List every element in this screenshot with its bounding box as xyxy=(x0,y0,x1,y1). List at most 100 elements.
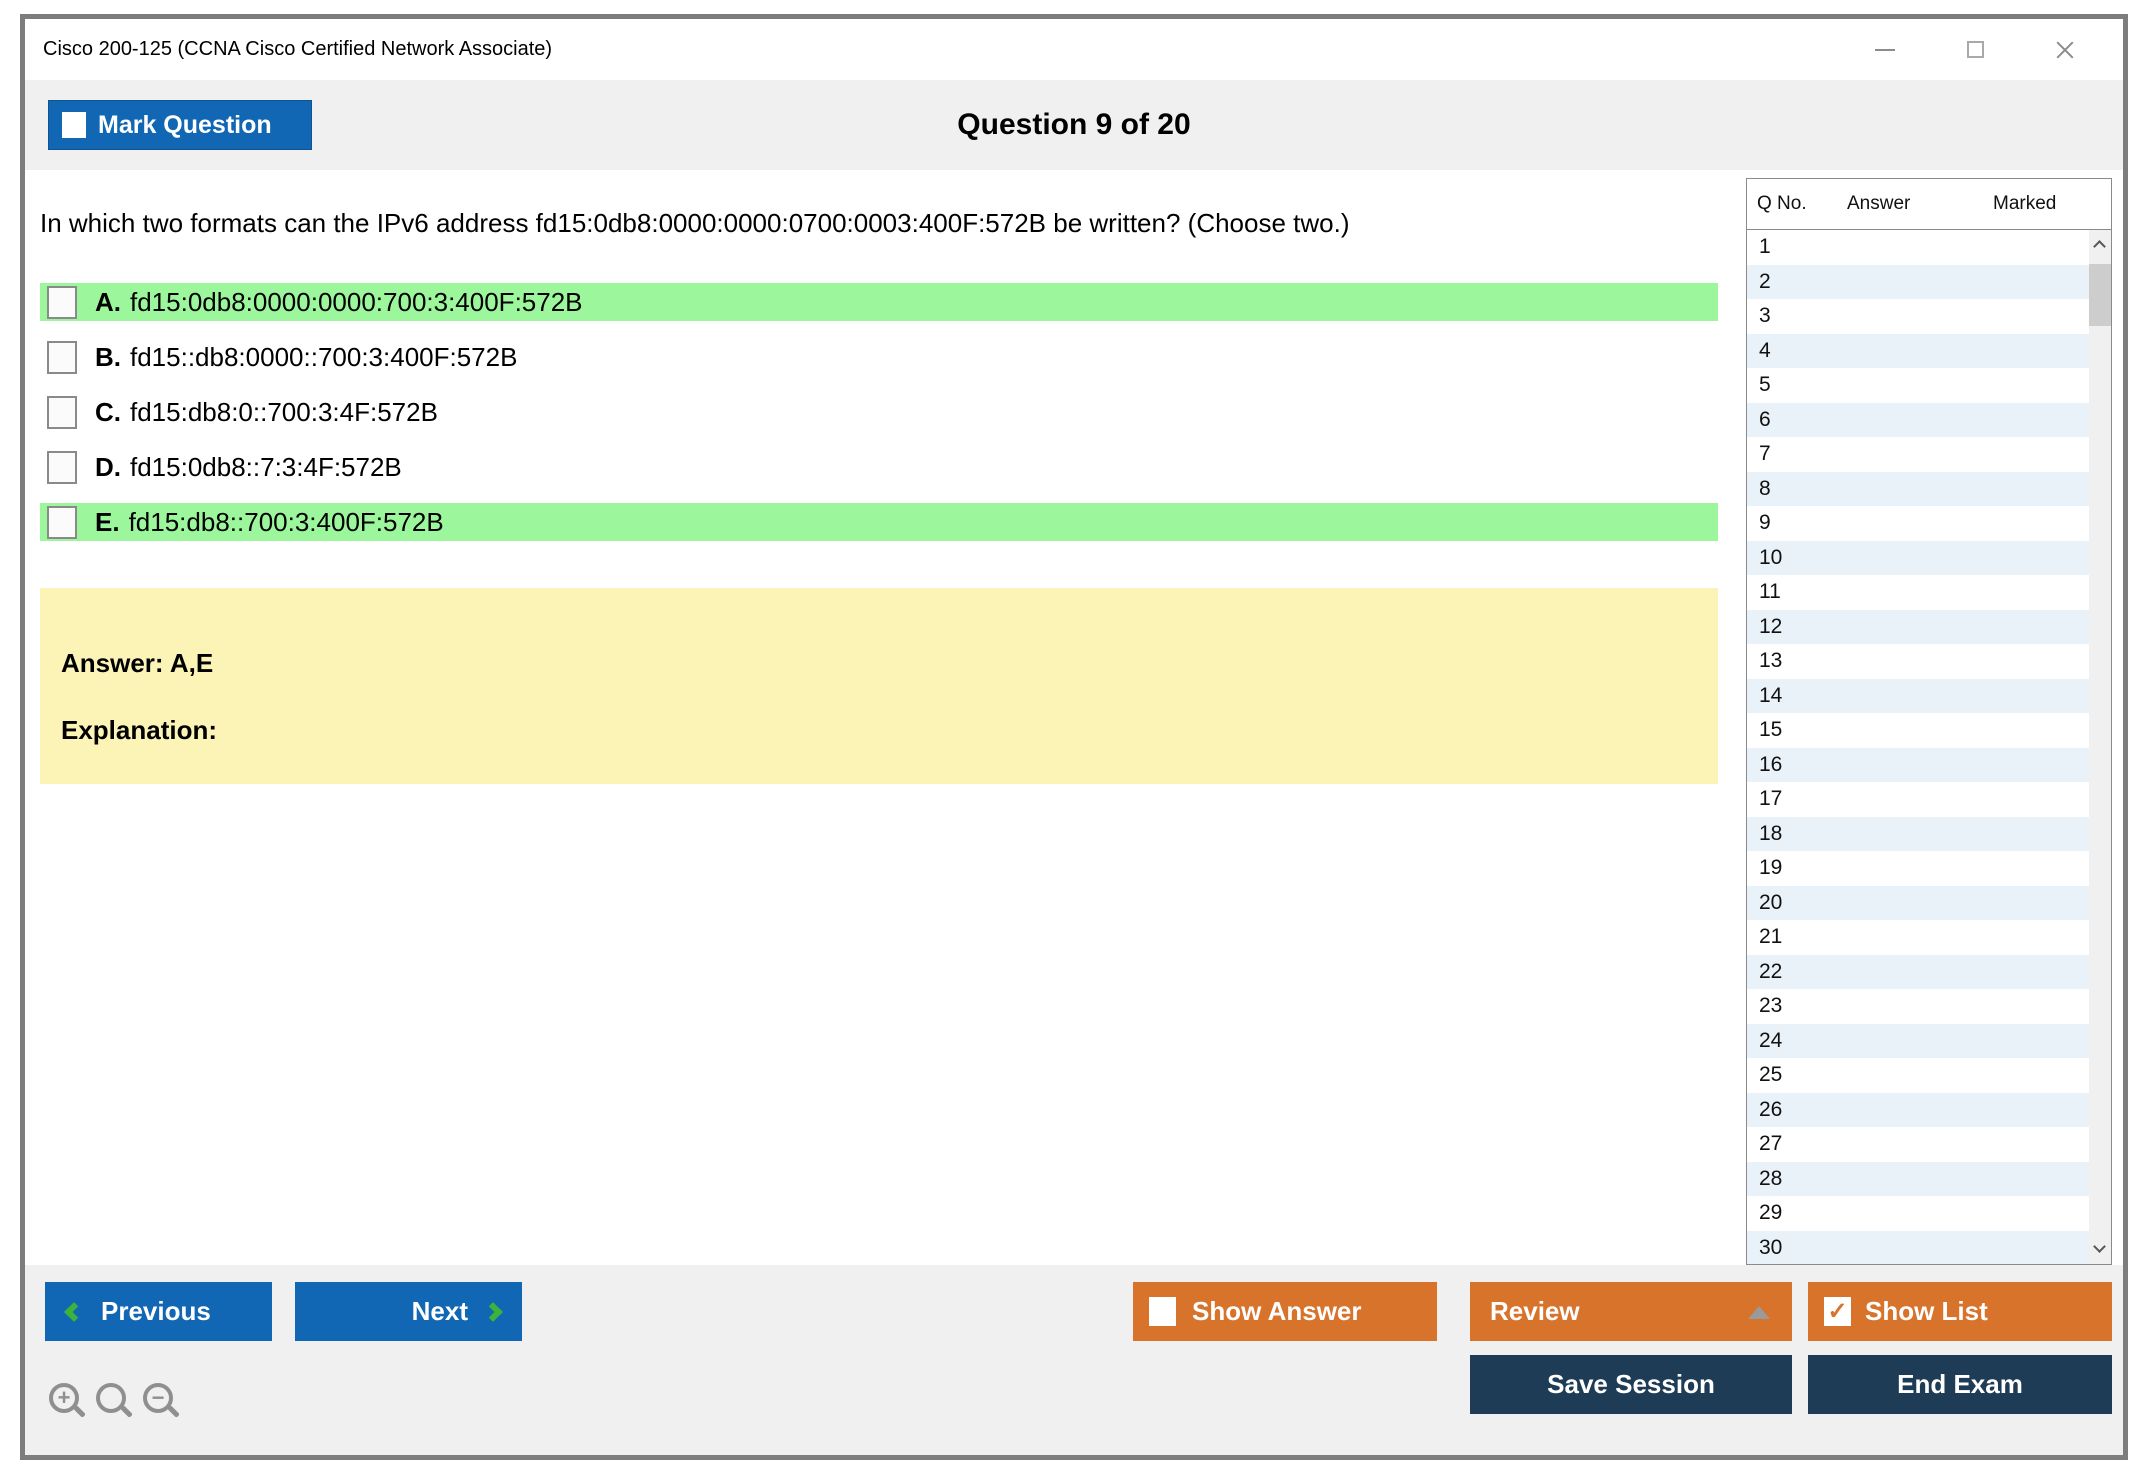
option-row-b[interactable]: B. fd15::db8:0000::700:3:400F:572B xyxy=(40,338,1718,376)
show-answer-button[interactable]: Show Answer xyxy=(1133,1282,1437,1341)
show-list-button[interactable]: ✓ Show List xyxy=(1808,1282,2112,1341)
option-text: fd15:db8:0::700:3:4F:572B xyxy=(130,396,438,427)
option-row-a[interactable]: A. fd15:0db8:0000:0000:700:3:400F:572B xyxy=(40,283,1718,321)
scrollbar-thumb[interactable] xyxy=(2089,264,2111,326)
zoom-tools: + − xyxy=(49,1383,173,1413)
question-list-row[interactable]: 27 xyxy=(1747,1127,2111,1162)
scroll-down-button[interactable] xyxy=(2089,1234,2111,1264)
show-answer-label: Show Answer xyxy=(1192,1296,1362,1326)
maximize-button[interactable] xyxy=(1959,34,1991,66)
end-exam-button[interactable]: End Exam xyxy=(1808,1355,2112,1414)
question-list-row[interactable]: 24 xyxy=(1747,1023,2111,1058)
question-number: 22 xyxy=(1759,959,1783,983)
question-list-row[interactable]: 26 xyxy=(1747,1092,2111,1127)
question-number: 8 xyxy=(1759,476,1771,500)
window-controls xyxy=(1869,34,2123,66)
question-number: 17 xyxy=(1759,787,1783,811)
question-list-row[interactable]: 15 xyxy=(1747,713,2111,748)
show-list-checkbox[interactable]: ✓ xyxy=(1824,1297,1851,1326)
question-number: 19 xyxy=(1759,856,1783,880)
question-number: 26 xyxy=(1759,1097,1783,1121)
question-list-row[interactable]: 10 xyxy=(1747,540,2111,575)
question-list-row[interactable]: 8 xyxy=(1747,471,2111,506)
option-row-d[interactable]: D. fd15:0db8::7:3:4F:572B xyxy=(40,448,1718,486)
minimize-button[interactable] xyxy=(1869,34,1901,66)
question-number: 23 xyxy=(1759,994,1783,1018)
question-list-row[interactable]: 29 xyxy=(1747,1196,2111,1231)
question-list-body: 1 2 3 4 5 6 7 8 9 10 11 12 13 14 15 16 17 18 19 20 21 22 23 24 2… xyxy=(1747,230,2111,1264)
zoom-in-icon[interactable]: + xyxy=(49,1383,79,1413)
question-list-row[interactable]: 13 xyxy=(1747,644,2111,679)
option-row-c[interactable]: C. fd15:db8:0::700:3:4F:572B xyxy=(40,393,1718,431)
chevron-down-icon xyxy=(2093,1240,2106,1253)
question-number: 15 xyxy=(1759,718,1783,742)
option-text: fd15:0db8:0000:0000:700:3:400F:572B xyxy=(130,286,583,317)
column-header-qno: Q No. xyxy=(1757,193,1807,214)
option-a-checkbox[interactable] xyxy=(47,285,77,319)
question-number: 28 xyxy=(1759,1166,1783,1190)
question-list-row[interactable]: 4 xyxy=(1747,333,2111,368)
question-list-row[interactable]: 12 xyxy=(1747,609,2111,644)
question-list-row[interactable]: 14 xyxy=(1747,678,2111,713)
question-list-row[interactable]: 16 xyxy=(1747,747,2111,782)
show-list-label: Show List xyxy=(1865,1296,1988,1326)
question-list-row[interactable]: 7 xyxy=(1747,437,2111,472)
question-list-row[interactable]: 9 xyxy=(1747,506,2111,541)
question-list-header: Q No. Answer Marked xyxy=(1747,179,2111,230)
question-number: 25 xyxy=(1759,1063,1783,1087)
option-e-checkbox[interactable] xyxy=(47,505,77,539)
question-number: 7 xyxy=(1759,442,1771,466)
explanation-label: Explanation: xyxy=(61,715,218,745)
question-list-row[interactable]: 25 xyxy=(1747,1058,2111,1093)
question-number: 11 xyxy=(1759,580,1781,604)
answer-explanation-box: Answer: A,E Explanation: xyxy=(40,588,1718,784)
close-button[interactable] xyxy=(2049,34,2081,66)
question-list-row[interactable]: 5 xyxy=(1747,368,2111,403)
question-list-row[interactable]: 19 xyxy=(1747,851,2111,886)
option-row-e[interactable]: E. fd15:db8::700:3:400F:572B xyxy=(40,503,1718,541)
question-number: 14 xyxy=(1759,683,1783,707)
mark-question-button[interactable]: Mark Question xyxy=(48,100,312,150)
question-list-row[interactable]: 23 xyxy=(1747,989,2111,1024)
question-number: 10 xyxy=(1759,545,1783,569)
scroll-up-button[interactable] xyxy=(2089,230,2111,260)
question-list-row[interactable]: 11 xyxy=(1747,575,2111,610)
zoom-reset-icon[interactable] xyxy=(96,1383,126,1413)
question-list-row[interactable]: 1 xyxy=(1747,230,2111,265)
sidebar-scrollbar[interactable] xyxy=(2089,230,2111,1264)
maximize-icon xyxy=(1966,41,1984,58)
question-number: 13 xyxy=(1759,649,1783,673)
question-list-row[interactable]: 22 xyxy=(1747,954,2111,989)
show-answer-checkbox[interactable] xyxy=(1149,1297,1176,1326)
question-number: 27 xyxy=(1759,1132,1783,1156)
question-list-row[interactable]: 2 xyxy=(1747,264,2111,299)
question-list-table: Q No. Answer Marked 1 2 3 4 5 6 7 8 9 10 11 12 13 14 1… xyxy=(1746,178,2112,1265)
question-number: 12 xyxy=(1759,614,1783,638)
zoom-out-icon[interactable]: − xyxy=(143,1383,173,1413)
question-list-row[interactable]: 28 xyxy=(1747,1161,2111,1196)
mark-question-label: Mark Question xyxy=(98,110,272,139)
save-session-button[interactable]: Save Session xyxy=(1470,1355,1792,1414)
review-button[interactable]: Review xyxy=(1470,1282,1792,1341)
question-number: 30 xyxy=(1759,1235,1783,1259)
option-b-checkbox[interactable] xyxy=(47,340,77,374)
previous-button[interactable]: Previous xyxy=(45,1282,272,1341)
question-list-row[interactable]: 3 xyxy=(1747,299,2111,334)
question-list-row[interactable]: 6 xyxy=(1747,402,2111,437)
option-c-checkbox[interactable] xyxy=(47,395,77,429)
question-number: 24 xyxy=(1759,1028,1783,1052)
option-letter: D. xyxy=(95,451,121,482)
window-title: Cisco 200-125 (CCNA Cisco Certified Netw… xyxy=(43,38,553,60)
end-exam-label: End Exam xyxy=(1897,1369,2023,1399)
question-list-row[interactable]: 17 xyxy=(1747,782,2111,817)
question-list-row[interactable]: 18 xyxy=(1747,816,2111,851)
question-list-row[interactable]: 21 xyxy=(1747,920,2111,955)
question-list-row[interactable]: 30 xyxy=(1747,1230,2111,1264)
option-d-checkbox[interactable] xyxy=(47,450,77,484)
review-label: Review xyxy=(1490,1296,1580,1326)
next-label: Next xyxy=(411,1296,468,1326)
next-button[interactable]: Next xyxy=(295,1282,522,1341)
mark-question-checkbox[interactable] xyxy=(62,112,86,138)
question-list-row[interactable]: 20 xyxy=(1747,885,2111,920)
check-icon: ✓ xyxy=(1827,1297,1848,1325)
